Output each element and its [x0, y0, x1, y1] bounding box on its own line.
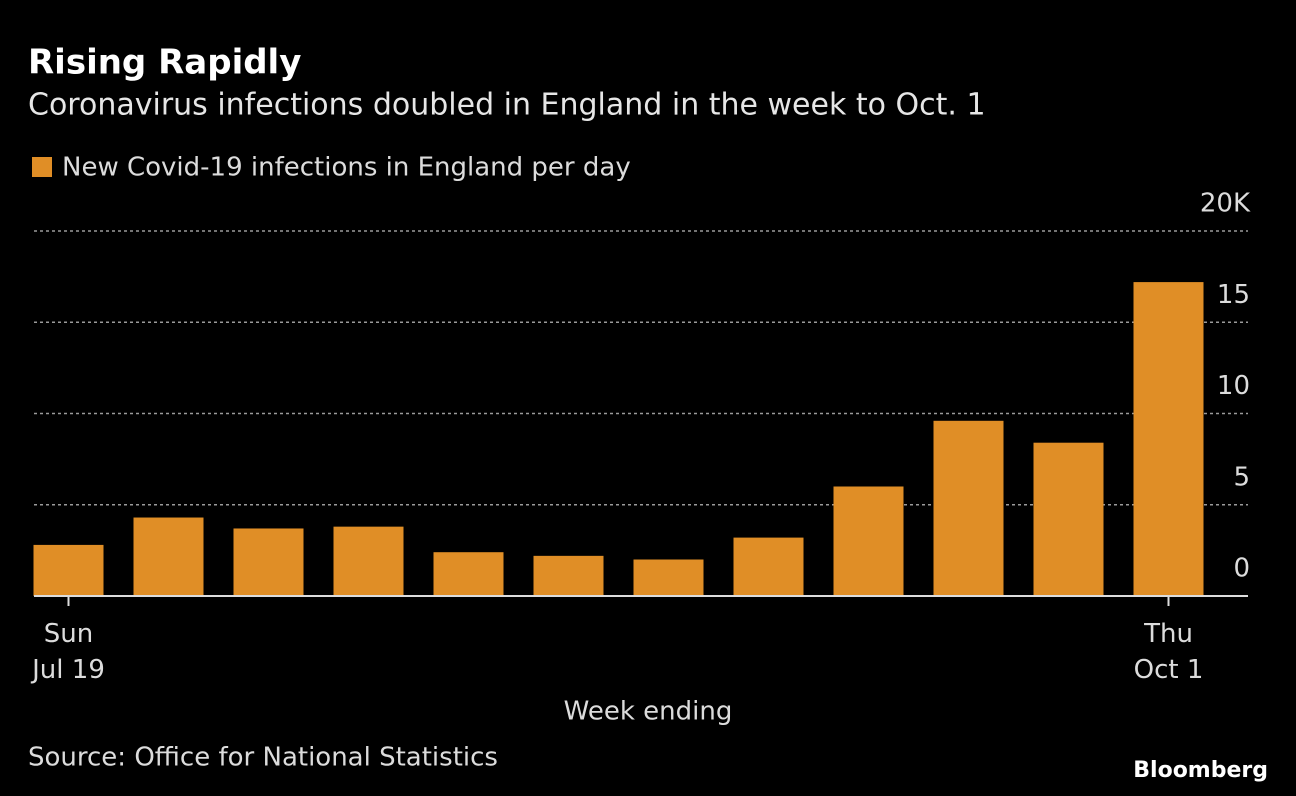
bar [433, 552, 504, 596]
bar [1033, 442, 1104, 596]
legend-swatch [32, 157, 52, 177]
y-tick-label: 15 [1217, 280, 1250, 310]
bar [633, 559, 704, 596]
bar [833, 486, 904, 596]
bar [333, 526, 404, 596]
bar [933, 420, 1004, 596]
y-tick-label: 0 [1233, 554, 1250, 584]
bar [33, 544, 104, 596]
chart-subtitle: Coronavirus infections doubled in Englan… [28, 88, 986, 123]
x-axis-label: Week ending [564, 697, 733, 727]
y-tick-label: 20K [1200, 189, 1251, 219]
legend-label: New Covid-19 infections in England per d… [62, 153, 631, 183]
x-tick-label: Thu Oct 1 [1133, 619, 1204, 685]
bar [733, 537, 804, 596]
bar [233, 528, 304, 596]
y-tick-label: 5 [1233, 462, 1250, 492]
bar [533, 555, 604, 596]
chart-title: Rising Rapidly [28, 43, 301, 83]
x-tick-label: Sun Jul 19 [32, 619, 105, 685]
bar [1133, 282, 1204, 596]
y-tick-label: 10 [1217, 371, 1250, 401]
brand: Bloomberg [1133, 758, 1268, 783]
source: Source: Office for National Statistics [28, 743, 498, 773]
bar [133, 517, 204, 596]
